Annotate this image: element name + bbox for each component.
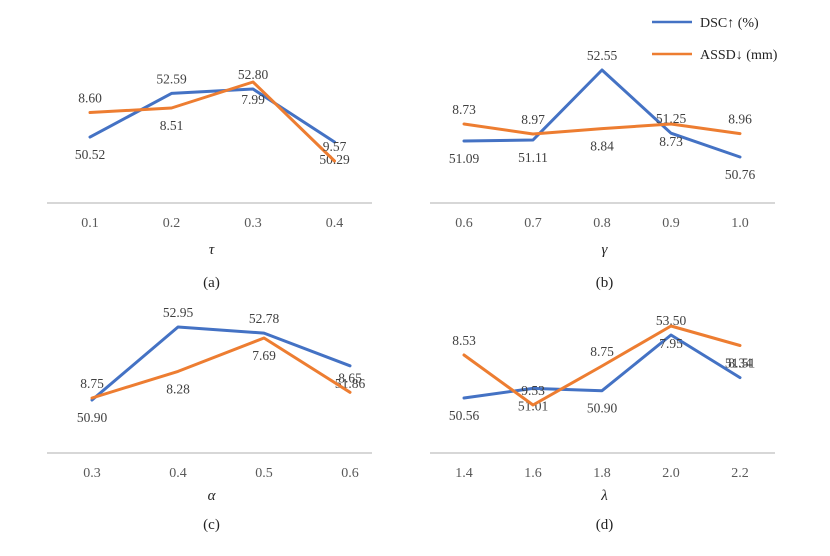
panel-b: 0.6 0.7 0.8 0.9 1.0 γ (b) 51.09 51.11 52.55 51.25 5…	[430, 48, 775, 291]
data-label-assd: 8.60	[78, 91, 102, 106]
x-tick-label: 2.2	[731, 466, 749, 481]
series-line-dsc	[462, 333, 742, 400]
data-label-dsc: 50.90	[77, 410, 108, 425]
data-label-dsc: 52.59	[156, 71, 187, 86]
x-tick-label: 1.8	[593, 466, 611, 481]
x-tick-label: 0.1	[81, 216, 99, 231]
data-label-dsc: 51.09	[449, 151, 480, 166]
x-tick-label: 1.0	[731, 216, 749, 231]
data-label-dsc: 51.25	[656, 111, 687, 126]
data-label-assd: 8.51	[160, 118, 184, 133]
data-label-dsc: 50.52	[75, 147, 105, 162]
data-label-assd: 8.96	[728, 112, 752, 127]
x-tick-label: 1.4	[455, 466, 473, 481]
x-tick-label: 0.4	[169, 466, 187, 481]
data-label-assd: 8.34	[728, 356, 752, 371]
data-label-assd: 7.95	[659, 336, 683, 351]
x-axis-label: λ	[600, 488, 608, 504]
x-tick-label: 0.3	[83, 466, 101, 481]
x-axis-label: γ	[602, 242, 609, 258]
data-label-assd: 8.73	[659, 134, 683, 149]
data-label-dsc: 50.90	[587, 401, 618, 416]
data-label-dsc: 50.76	[725, 167, 756, 182]
data-label-assd: 8.73	[452, 102, 476, 117]
legend: DSC↑ (%) ASSD↓ (mm)	[652, 16, 778, 63]
x-tick-label: 2.0	[662, 466, 680, 481]
series-line-assd	[88, 80, 336, 163]
x-tick-label: 1.6	[524, 466, 542, 481]
data-label-dsc: 51.11	[518, 150, 548, 165]
series-line-dsc	[90, 325, 352, 402]
data-label-assd: 7.99	[241, 92, 265, 107]
data-label-assd: 7.69	[252, 348, 276, 363]
data-label-dsc: 52.78	[249, 311, 280, 326]
legend-label-assd: ASSD↓ (mm)	[700, 48, 778, 63]
panel-caption: (d)	[596, 517, 614, 533]
data-label-dsc: 50.56	[449, 408, 480, 423]
data-label-dsc: 51.51	[725, 356, 755, 371]
series-line-dsc	[88, 87, 336, 144]
data-label-dsc: 52.95	[163, 305, 194, 320]
x-tick-label: 0.8	[593, 216, 611, 231]
panel-caption: (a)	[203, 275, 220, 291]
data-label-assd: 8.28	[166, 381, 190, 396]
x-tick-label: 0.7	[524, 216, 542, 231]
series-line-assd	[462, 324, 742, 407]
data-label-dsc: 52.55	[587, 48, 618, 63]
data-label-assd: 8.75	[80, 376, 104, 391]
data-label-assd: 8.53	[452, 333, 476, 348]
data-label-assd: 8.65	[338, 370, 362, 385]
x-tick-label: 0.5	[255, 466, 273, 481]
data-label-assd: 8.84	[590, 139, 614, 154]
data-label-assd: 8.97	[521, 112, 545, 127]
data-label-dsc: 53.50	[656, 313, 687, 328]
panel-caption: (b)	[596, 275, 614, 291]
x-tick-label: 0.6	[341, 466, 359, 481]
x-axis-label: τ	[209, 242, 215, 258]
x-tick-label: 0.9	[662, 216, 680, 231]
data-label-assd: 8.75	[590, 344, 614, 359]
series-line-dsc	[462, 68, 742, 159]
x-tick-label: 0.4	[326, 216, 344, 231]
x-tick-label: 0.3	[244, 216, 262, 231]
series-line-assd	[462, 122, 742, 136]
x-axis-label: α	[208, 488, 217, 504]
legend-label-dsc: DSC↑ (%)	[700, 16, 759, 31]
x-tick-label: 0.6	[455, 216, 473, 231]
data-label-assd: 9.57	[323, 139, 347, 154]
data-label-dsc: 52.80	[238, 67, 269, 82]
panel-caption: (c)	[203, 517, 220, 533]
series-line-assd	[90, 336, 352, 400]
data-label-assd: 9.53	[521, 383, 545, 398]
x-tick-label: 0.2	[163, 216, 181, 231]
